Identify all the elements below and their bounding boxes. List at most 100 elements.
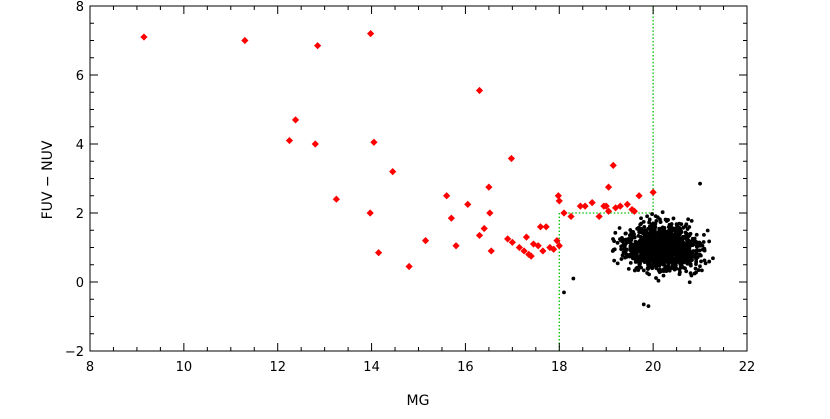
black-point (620, 253, 625, 258)
red-diamond-point (443, 192, 451, 200)
red-diamond-point (536, 223, 545, 231)
black-point (628, 252, 633, 257)
black-point (681, 243, 686, 248)
black-point (690, 258, 694, 262)
black-point (617, 226, 622, 230)
black-point (632, 268, 637, 273)
y-tick-label: 6 (76, 69, 84, 84)
black-point (619, 247, 624, 252)
black-point (671, 216, 676, 221)
black-point (705, 228, 710, 233)
red-diamond-point (480, 224, 488, 233)
black-point (619, 257, 624, 261)
black-point (666, 240, 671, 245)
red-diamond-point (314, 42, 322, 50)
black-point (666, 261, 671, 265)
black-point (650, 257, 655, 262)
red-diamond-point (452, 242, 460, 250)
red-diamond-point (485, 183, 493, 191)
red-diamond-point (560, 209, 568, 217)
black-point (653, 214, 658, 218)
black-point (677, 272, 682, 277)
black-point (562, 290, 566, 295)
black-point (660, 240, 665, 245)
red-diamond-point (140, 33, 148, 41)
red-diamond-point (529, 240, 538, 248)
black-point-series (562, 181, 715, 309)
black-point (646, 304, 651, 309)
black-point (615, 261, 620, 266)
red-diamond-point (375, 249, 383, 257)
black-point (699, 259, 703, 264)
black-point (638, 261, 642, 266)
black-point (651, 221, 656, 226)
black-point (612, 258, 617, 263)
red-diamond-point (520, 247, 528, 255)
black-point (651, 229, 656, 233)
black-point (612, 239, 617, 243)
black-point (698, 243, 703, 248)
black-point (623, 231, 628, 236)
black-point (685, 227, 690, 231)
black-point (684, 231, 689, 236)
black-point (646, 254, 651, 258)
black-point (618, 237, 622, 242)
black-point (680, 250, 684, 255)
black-point (698, 253, 703, 258)
y-tick-label: 2 (76, 207, 84, 222)
black-point (642, 224, 647, 229)
black-point (659, 250, 664, 255)
black-point (655, 259, 660, 264)
red-point-series (140, 30, 657, 271)
black-point (661, 273, 666, 278)
black-point (657, 227, 662, 232)
red-diamond-point (609, 161, 617, 169)
black-point (635, 265, 640, 270)
black-point (655, 250, 660, 255)
y-axis-label: FUV − NUV (40, 140, 56, 219)
black-point (641, 219, 646, 224)
black-point (650, 212, 654, 216)
black-point (629, 234, 634, 238)
red-diamond-point (285, 136, 294, 145)
red-diamond-point (576, 202, 585, 210)
red-diamond-point (515, 243, 523, 252)
black-point (648, 264, 653, 269)
red-diamond-point (421, 237, 430, 245)
black-point (648, 248, 652, 253)
black-point (635, 226, 640, 231)
black-point (615, 240, 620, 245)
red-diamond-point (366, 209, 374, 217)
red-diamond-point (447, 214, 455, 222)
black-point (662, 228, 667, 233)
red-diamond-point (367, 30, 375, 38)
black-point (613, 230, 618, 235)
black-point (674, 256, 679, 261)
black-point (647, 217, 652, 222)
black-point (636, 233, 641, 238)
black-point (707, 239, 712, 244)
black-point (635, 249, 640, 254)
y-tick-label: 8 (76, 0, 84, 15)
black-point (653, 247, 658, 252)
black-point (651, 235, 656, 240)
black-point (643, 240, 648, 244)
red-diamond-point (595, 212, 603, 221)
red-diamond-point (389, 168, 397, 176)
black-point (676, 250, 680, 255)
black-point (629, 244, 634, 248)
black-point (656, 236, 661, 241)
red-diamond-point (311, 140, 319, 148)
red-diamond-point (241, 36, 249, 45)
black-point (679, 241, 684, 246)
black-point (646, 233, 651, 238)
black-point (658, 219, 663, 224)
black-point (664, 237, 669, 242)
x-tick-label: 22 (739, 360, 756, 375)
black-point (654, 240, 658, 245)
y-tick-label: −2 (65, 345, 84, 360)
black-point (643, 247, 648, 252)
black-point (650, 245, 655, 250)
black-point (643, 233, 648, 237)
black-point (654, 218, 659, 223)
